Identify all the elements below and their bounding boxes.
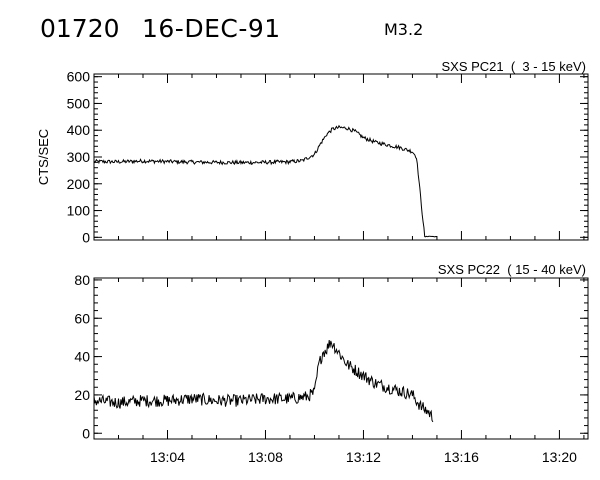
- pc22-ytick-label: 80: [74, 272, 90, 288]
- pc21-ytick-label: 500: [67, 95, 91, 111]
- pc21-ytick-label: 100: [67, 203, 91, 219]
- pc22-xtick-label: 13:20: [542, 449, 577, 465]
- pc21-ytick-label: 200: [67, 176, 91, 192]
- pc21-ytick-label: 600: [67, 69, 91, 85]
- event-id: 01720: [40, 14, 120, 43]
- pc22-xtick-label: 13:04: [150, 449, 185, 465]
- pc21-ytick-label: 0: [82, 229, 90, 245]
- pc22-ytick-label: 20: [74, 387, 90, 403]
- pc21-ytick-label: 400: [67, 122, 91, 138]
- pc22-frame: [93, 277, 589, 440]
- pc22-series-line: [93, 340, 434, 423]
- pc22-xtick-label: 13:08: [248, 449, 283, 465]
- event-date: 16-DEC-91: [142, 14, 281, 43]
- pc22-ytick-label: 0: [82, 425, 90, 441]
- pc22-title: SXS PC22 ( 15 - 40 keV): [438, 262, 586, 277]
- pc22-ytick-label: 40: [74, 349, 90, 365]
- pc21-frame: [93, 73, 589, 241]
- flare-class: M3.2: [384, 20, 424, 39]
- pc22-ytick-label: 60: [74, 310, 90, 326]
- pc22-xtick-label: 13:12: [346, 449, 381, 465]
- pc21-series-line: [93, 124, 437, 238]
- pc21-ytick-label: 300: [67, 149, 91, 165]
- pc22-xtick-label: 13:16: [444, 449, 479, 465]
- pc21-title: SXS PC21 ( 3 - 15 keV): [441, 59, 586, 74]
- pc21-ylabel: CTS/SEC: [36, 129, 51, 185]
